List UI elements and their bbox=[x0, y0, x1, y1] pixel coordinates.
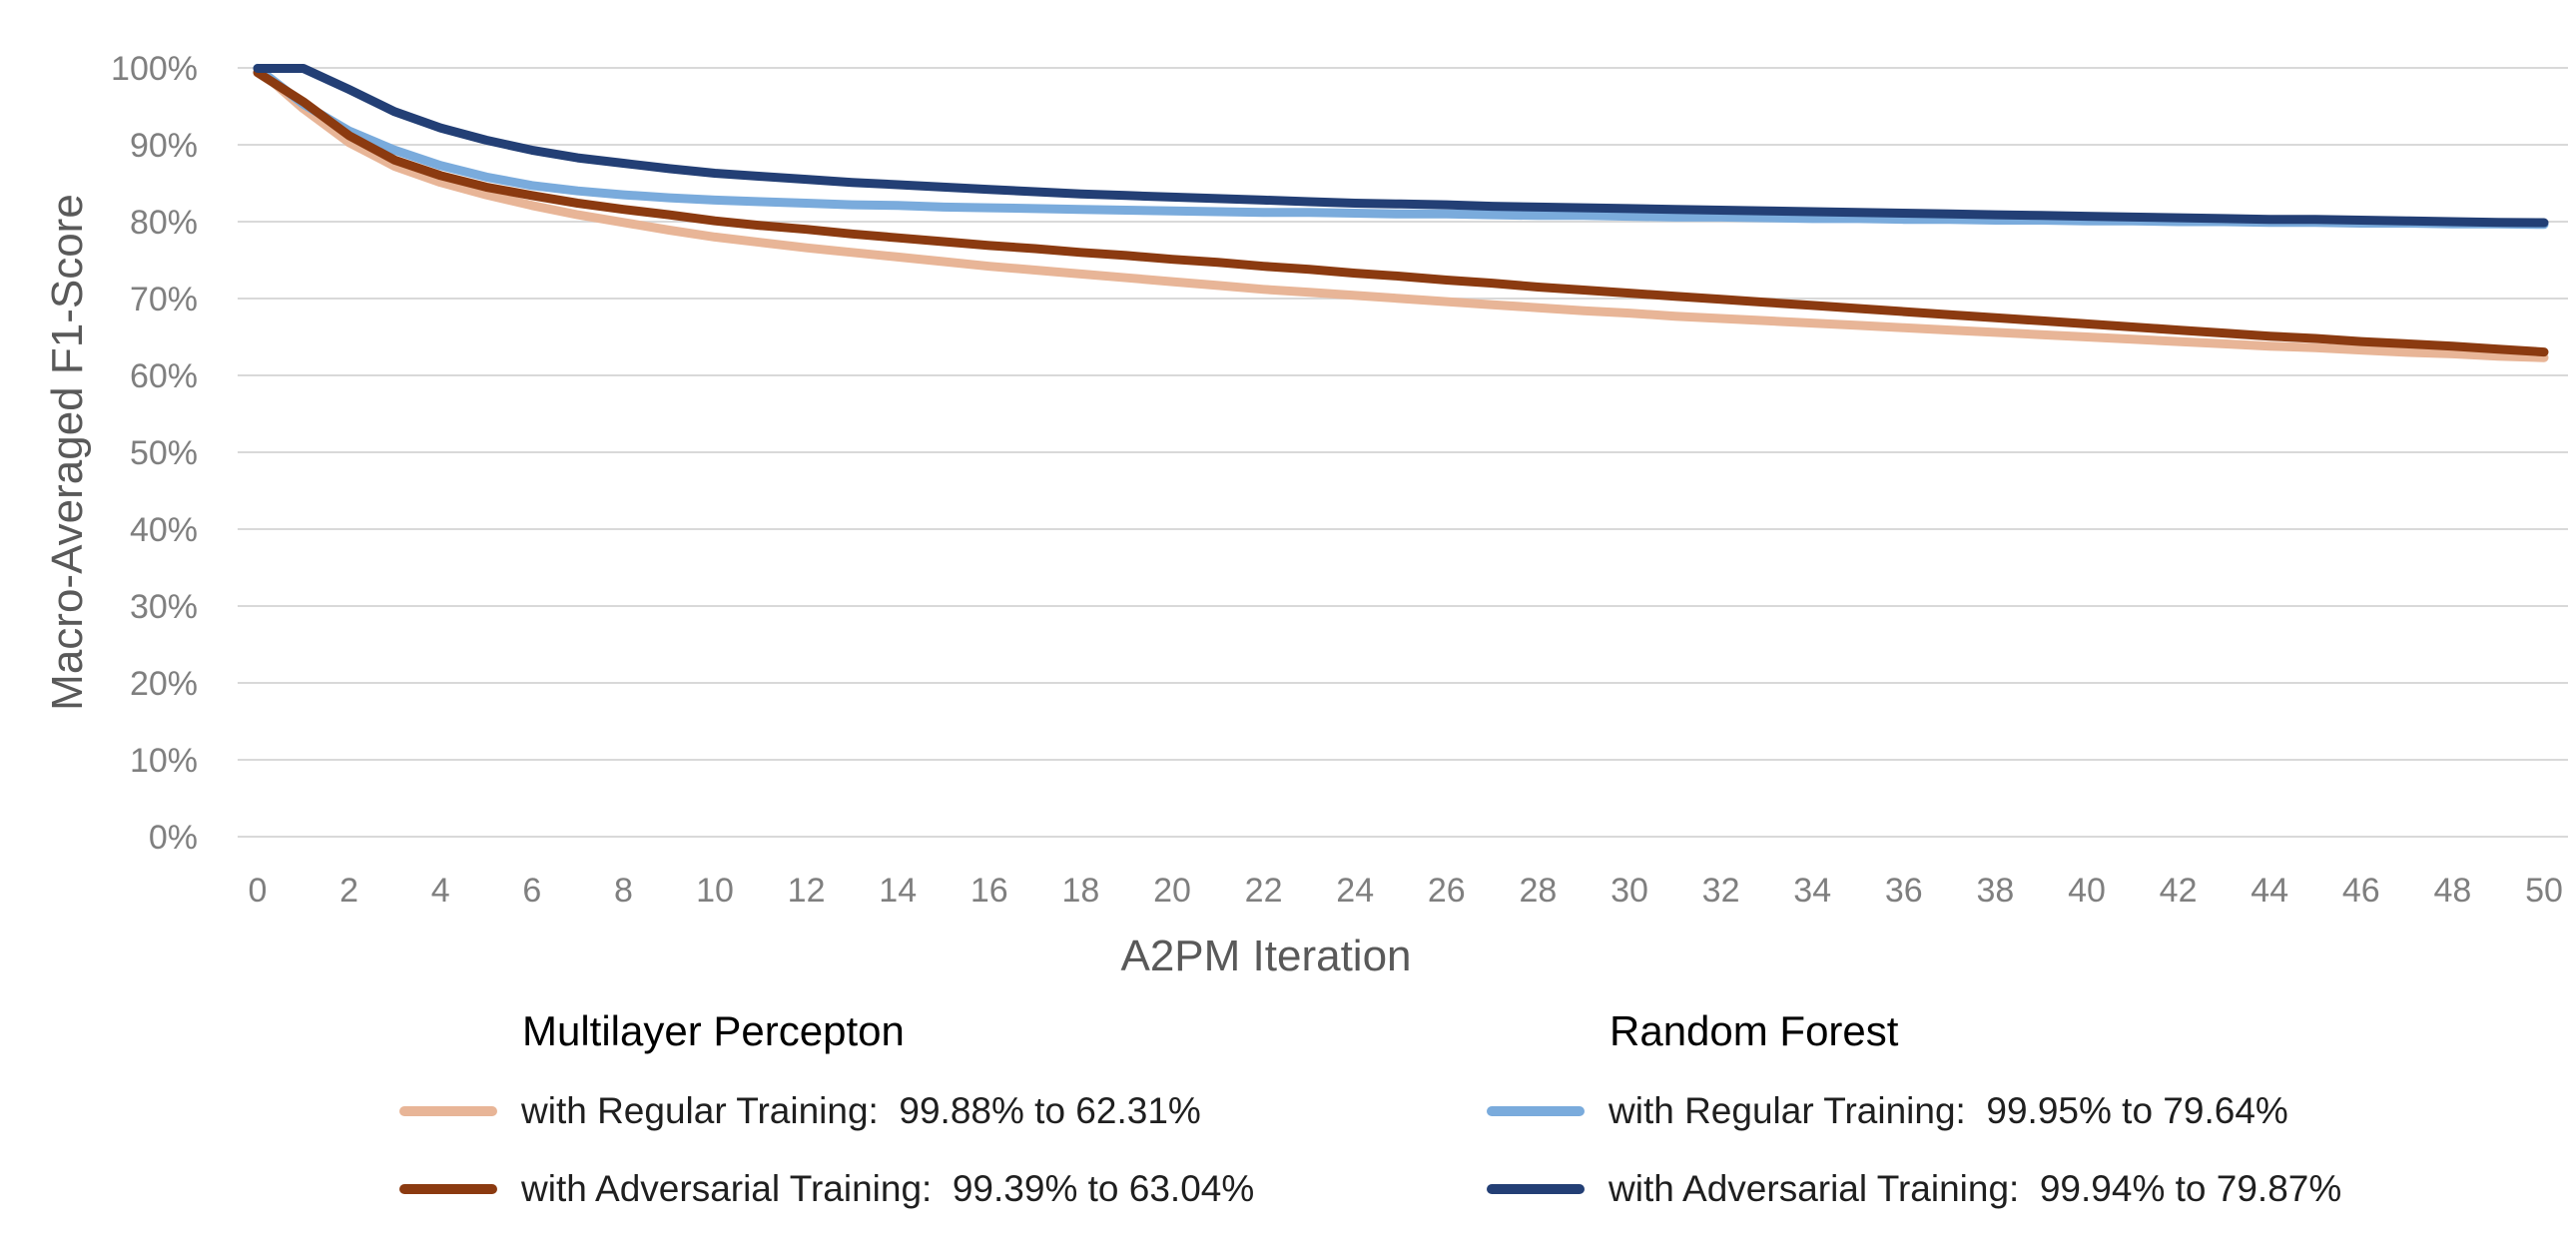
legend: Multilayer Percepton with Regular Traini… bbox=[399, 1007, 2341, 1209]
x-axis-tick-labels: 0 2 4 6 8 10 12 14 16 18 20 22 24 26 28 30 32 34 36 38 40 42 4… bbox=[249, 872, 2563, 910]
y-tick-label: 90% bbox=[130, 127, 198, 165]
x-tick-label: 12 bbox=[788, 872, 826, 910]
y-tick-label: 30% bbox=[130, 588, 198, 626]
x-tick-label: 10 bbox=[696, 872, 734, 910]
y-tick-label: 20% bbox=[130, 665, 198, 703]
x-tick-label: 8 bbox=[614, 872, 633, 910]
x-tick-label: 18 bbox=[1061, 872, 1099, 910]
x-tick-label: 44 bbox=[2251, 872, 2288, 910]
legend-label-mlp-regular: with Regular Training: 99.88% to 62.31% bbox=[520, 1090, 1201, 1131]
y-tick-label: 60% bbox=[130, 357, 198, 395]
legend-label-mlp-adversarial: with Adversarial Training: 99.39% to 63.… bbox=[520, 1168, 1254, 1209]
y-tick-label: 0% bbox=[149, 819, 198, 857]
x-tick-label: 34 bbox=[1793, 872, 1831, 910]
gridlines bbox=[238, 67, 2568, 838]
y-tick-label: 80% bbox=[130, 204, 198, 242]
legend-group-title-mlp: Multilayer Percepton bbox=[522, 1007, 905, 1054]
y-tick-label: 100% bbox=[111, 50, 198, 88]
x-tick-label: 32 bbox=[1702, 872, 1740, 910]
legend-label-rf-adversarial: with Adversarial Training: 99.94% to 79.… bbox=[1608, 1168, 2341, 1209]
x-tick-label: 40 bbox=[2068, 872, 2106, 910]
x-tick-label: 6 bbox=[522, 872, 541, 910]
y-tick-label: 50% bbox=[130, 434, 198, 472]
x-tick-label: 42 bbox=[2160, 872, 2198, 910]
x-tick-label: 22 bbox=[1245, 872, 1283, 910]
x-tick-label: 38 bbox=[1976, 872, 2014, 910]
x-tick-label: 46 bbox=[2342, 872, 2380, 910]
y-tick-label: 40% bbox=[130, 511, 198, 549]
series-lines bbox=[253, 63, 2549, 362]
x-tick-label: 0 bbox=[249, 872, 268, 910]
y-tick-label: 70% bbox=[130, 281, 198, 318]
series-line-mlp-regular bbox=[253, 64, 2549, 362]
y-axis-title: Macro-Averaged F1-Score bbox=[43, 194, 92, 711]
x-tick-label: 24 bbox=[1336, 872, 1374, 910]
x-tick-label: 36 bbox=[1885, 872, 1923, 910]
legend-label-rf-regular: with Regular Training: 99.95% to 79.64% bbox=[1608, 1090, 2288, 1131]
x-tick-label: 50 bbox=[2525, 872, 2563, 910]
x-tick-label: 26 bbox=[1428, 872, 1466, 910]
x-tick-label: 4 bbox=[431, 872, 450, 910]
x-tick-label: 16 bbox=[970, 872, 1008, 910]
legend-group-title-rf: Random Forest bbox=[1610, 1007, 1899, 1054]
x-tick-label: 2 bbox=[339, 872, 358, 910]
series-line-rf-adversarial bbox=[253, 64, 2549, 228]
series-line-mlp-adversarial bbox=[253, 68, 2549, 357]
y-tick-label: 10% bbox=[130, 742, 198, 780]
x-axis-title: A2PM Iteration bbox=[1120, 932, 1411, 980]
x-tick-label: 48 bbox=[2433, 872, 2471, 910]
x-tick-label: 20 bbox=[1153, 872, 1191, 910]
x-tick-label: 30 bbox=[1610, 872, 1648, 910]
y-axis-tick-labels: 0% 10% 20% 30% 40% 50% 60% 70% 80% 90% 100% bbox=[111, 50, 198, 857]
x-tick-label: 28 bbox=[1519, 872, 1557, 910]
x-tick-label: 14 bbox=[879, 872, 917, 910]
